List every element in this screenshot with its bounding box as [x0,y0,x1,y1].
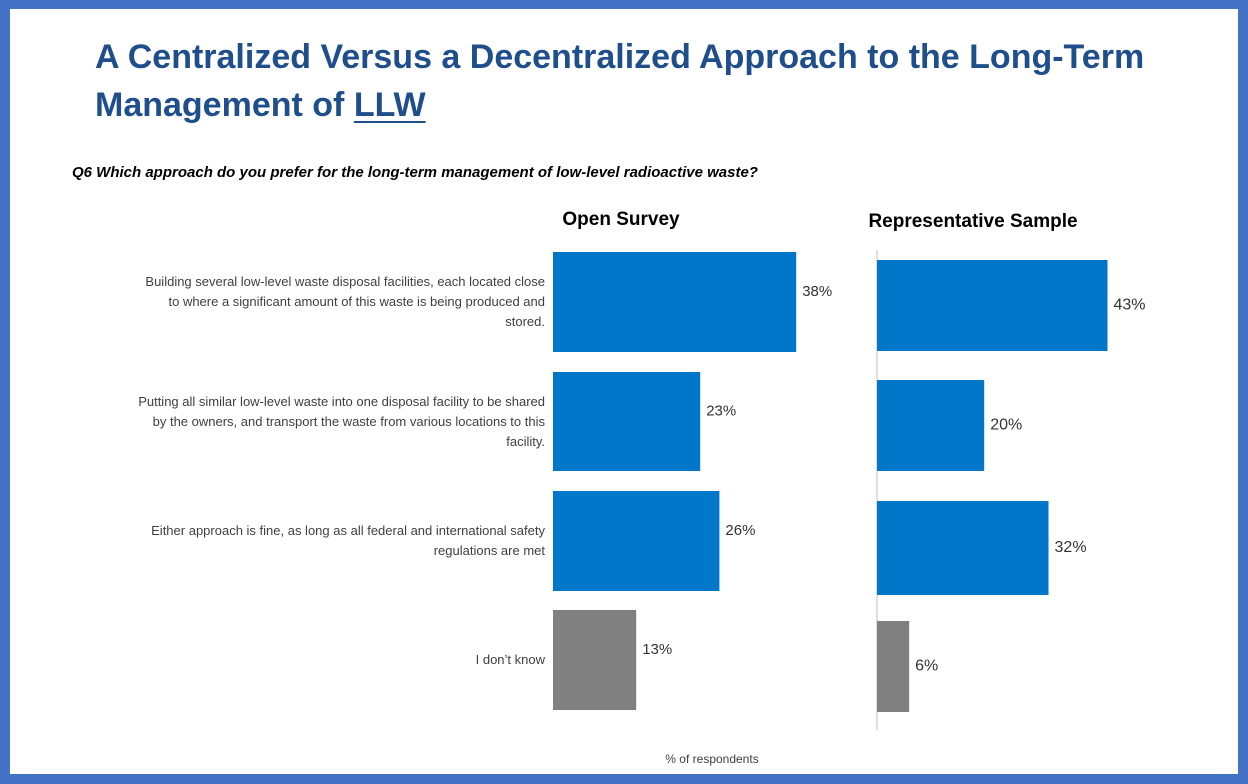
slide-title: A Centralized Versus a Decentralized App… [95,33,1225,129]
bar [877,501,1049,595]
bar [877,260,1108,351]
x-axis-label: % of respondents [665,752,758,766]
question: Q6 Which approach do you prefer for the … [72,164,758,181]
value-label: 6% [915,658,938,675]
bar [553,252,797,352]
bar [553,610,637,710]
value-label: 13% [642,641,672,658]
chart-title: Open Survey [562,209,680,230]
category-label: Either approach is fine, as long as all … [151,523,545,558]
category-label: Putting all similar low-level waste into… [138,393,545,449]
category-label: Building several low-level waste disposa… [145,274,545,329]
bar [877,380,985,471]
value-label: 38% [802,283,832,300]
title-text: A Centralized Versus a Decentralized App… [95,38,1145,124]
bar [877,621,910,712]
value-label: 20% [990,417,1022,434]
value-label: 26% [725,522,755,539]
title-link[interactable]: LLW [353,86,426,124]
value-label: 43% [1113,297,1145,314]
value-label: 23% [706,402,736,419]
chart-title: Representative Sample [868,211,1077,232]
bar [553,491,720,591]
value-label: 32% [1055,539,1087,556]
category-label: I don’t know [475,652,545,667]
bar [553,372,701,471]
